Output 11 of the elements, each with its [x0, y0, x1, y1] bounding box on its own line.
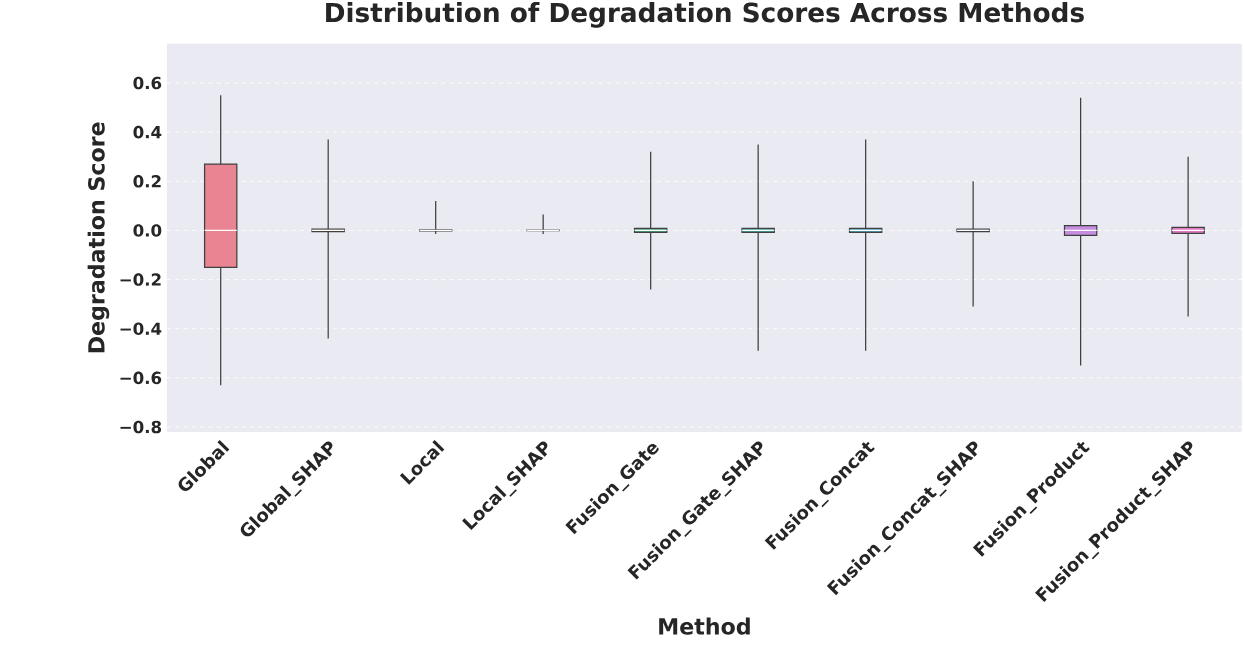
chart-title: Distribution of Degradation Scores Across Methods: [326, 2, 1084, 28]
x-axis-title: Method: [659, 617, 750, 635]
y-tick-label: −0.8: [120, 420, 162, 434]
y-tick-label: −0.2: [120, 273, 161, 286]
y-tick-label: 0.0: [133, 224, 162, 237]
y-tick-label: 0.4: [133, 125, 162, 139]
y-tick-label: −0.6: [120, 371, 162, 385]
y-tick-label: 0.2: [133, 175, 161, 188]
y-tick-label: −0.4: [120, 322, 162, 336]
y-axis-title: Degradation Score: [87, 122, 110, 353]
y-tick-label: 0.6: [133, 76, 162, 90]
